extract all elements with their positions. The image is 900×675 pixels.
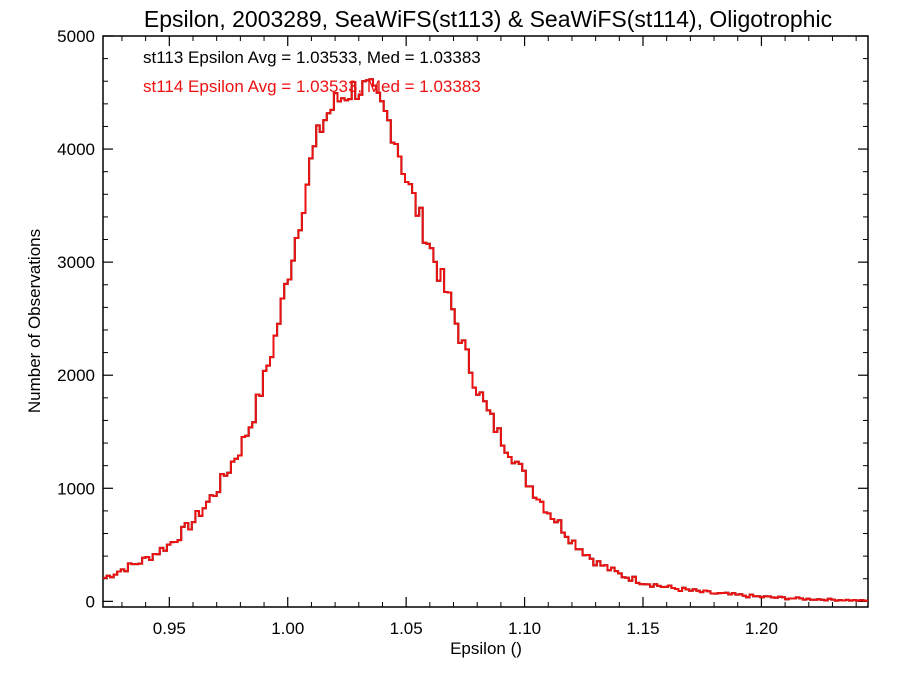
x-tick-label: 1.15 bbox=[626, 619, 659, 638]
series-group bbox=[103, 78, 868, 602]
y-axis-label: Number of Observations bbox=[25, 229, 44, 413]
x-tick-label: 1.05 bbox=[390, 619, 423, 638]
y-tick-label: 4000 bbox=[57, 140, 95, 159]
x-tick-label: 0.95 bbox=[153, 619, 186, 638]
x-tick-label: 1.00 bbox=[271, 619, 304, 638]
y-tick-label: 3000 bbox=[57, 253, 95, 272]
x-axis-label: Epsilon () bbox=[450, 639, 522, 658]
axis-ticks: 0.95 1.00 1.05 1.10 1.15 1.20 0 1000 2000 3000 400… bbox=[57, 27, 868, 638]
y-tick-label: 5000 bbox=[57, 27, 95, 46]
y-tick-label: 1000 bbox=[57, 479, 95, 498]
y-tick-label: 0 bbox=[86, 592, 95, 611]
y-tick-label: 2000 bbox=[57, 366, 95, 385]
series-line-st114 bbox=[103, 78, 868, 602]
chart-title: Epsilon, 2003289, SeaWiFS(st113) & SeaWi… bbox=[144, 6, 832, 32]
x-tick-label: 1.10 bbox=[508, 619, 541, 638]
annotation-st113: st113 Epsilon Avg = 1.03533, Med = 1.033… bbox=[143, 48, 481, 67]
annotation-st114: st114 Epsilon Avg = 1.03533, Med = 1.033… bbox=[143, 77, 481, 96]
series-line-st113 bbox=[103, 78, 868, 602]
plot-frame bbox=[102, 35, 869, 608]
x-tick-label: 1.20 bbox=[745, 619, 778, 638]
